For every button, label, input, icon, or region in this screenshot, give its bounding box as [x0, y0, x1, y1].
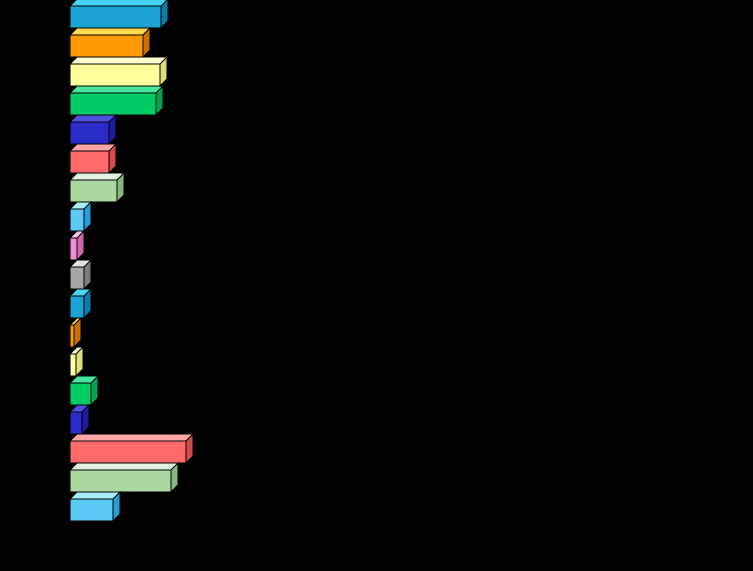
bar-item: [68, 0, 169, 30]
bar-front-face: [69, 295, 85, 319]
bar-front-face: [69, 34, 144, 58]
bar-front-face: [69, 121, 110, 145]
bar-front-face: [69, 237, 78, 261]
bar-front-face: [69, 411, 83, 435]
bar-front-face: [69, 63, 161, 87]
bar-item: [68, 113, 118, 146]
bar-top-face: [68, 462, 180, 471]
bar-front-face: [69, 324, 75, 348]
bar-front-face: [69, 382, 92, 406]
bar-item: [68, 200, 93, 233]
bar-item: [68, 258, 93, 291]
bar-front-face: [69, 353, 77, 377]
bar-item: [68, 26, 152, 59]
bar-item: [68, 287, 93, 320]
bar-item: [68, 171, 126, 204]
bar-front-face: [69, 150, 110, 174]
bar-top-face: [68, 491, 122, 500]
bar-top-face: [68, 143, 118, 152]
bar-front-face: [69, 440, 187, 464]
bar-item: [68, 316, 83, 349]
bar-item: [68, 84, 165, 117]
bar-top-face: [68, 56, 169, 65]
bar-item: [68, 142, 118, 175]
bar-item: [68, 461, 180, 494]
bar-front-face: [69, 498, 114, 522]
bar-item: [68, 55, 169, 88]
bar-item: [68, 432, 195, 465]
bar-front-face: [69, 5, 162, 29]
bar-top-face: [68, 433, 195, 442]
bar-front-face: [69, 469, 172, 493]
bar-top-face: [68, 172, 126, 181]
bar-item: [68, 229, 86, 262]
bar-front-face: [69, 266, 85, 290]
bar-item: [68, 490, 122, 523]
bar-item: [68, 403, 91, 436]
bar-top-face: [68, 114, 118, 123]
bar-top-face: [68, 85, 165, 94]
bar-front-face: [69, 208, 85, 232]
bar-item: [68, 374, 100, 407]
bar-top-face: [68, 0, 168, 7]
bar-front-face: [69, 92, 157, 116]
bar-top-face: [68, 27, 152, 36]
bar-front-face: [69, 179, 118, 203]
bar-item: [68, 345, 85, 378]
